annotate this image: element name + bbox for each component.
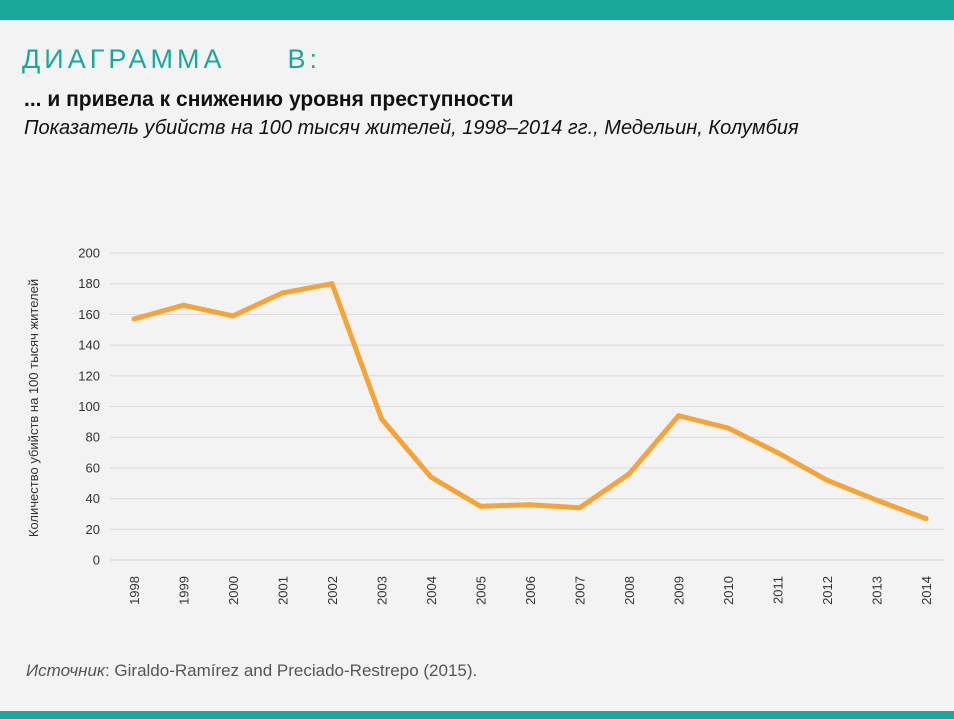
x-tick-label: 2011 [771,576,786,604]
x-tick-label: 2004 [424,576,439,605]
x-tick-label: 2009 [672,576,687,605]
data-point [577,505,582,511]
data-point [874,497,879,503]
chart-title: ... и привела к снижению уровня преступн… [24,88,514,111]
data-point [379,416,384,422]
series-line-0 [131,281,929,522]
data-point [775,450,780,456]
source-label: Источник [26,661,105,680]
gridlines [110,252,944,561]
x-tick-label: 2007 [573,576,588,605]
y-tick-label: 200 [78,246,100,261]
x-tick-label: 2006 [523,576,538,605]
x-tick-label: 2010 [721,576,736,605]
y-tick-label: 80 [86,430,100,445]
data-point [824,477,830,483]
data-point [428,474,434,480]
y-tick-label: 0 [93,553,100,568]
y-axis-label: Количество убийств на 100 тысяч жителей [26,279,41,537]
x-tick-label: 1998 [127,576,142,605]
top-accent-bar [0,0,954,20]
data-point [329,281,335,287]
diagram-label: ДИАГРАММА В: [22,44,322,74]
data-point [280,290,285,296]
x-tick-label: 2000 [226,576,241,605]
x-tick-label: 2005 [474,576,489,605]
data-point [626,471,632,477]
y-tick-label: 20 [86,522,100,537]
x-tick-label: 2001 [276,576,291,605]
data-point [923,516,929,522]
x-tick-label: 2002 [325,576,340,605]
x-tick-label: 2008 [622,576,637,605]
source-text: : Giraldo-Ramírez and Preciado-Restrepo … [104,661,478,680]
data-point [478,503,483,509]
x-tick-label: 2013 [870,576,885,605]
y-tick-label: 100 [78,399,100,414]
x-tick-label: 2003 [375,576,390,605]
y-tick-label: 120 [78,368,100,383]
source-note: Источник: Giraldo-Ramírez and Preciado-R… [26,661,477,681]
y-tick-label: 60 [86,460,100,475]
data-point [527,502,533,508]
data-point [725,425,731,431]
x-tick-labels: 1998 1999 2000 2001 2002 2003 2004 2005 2006 2007… [127,576,934,605]
x-tick-label: 2012 [820,576,835,605]
x-tick-label: 1999 [177,576,192,605]
data-point [131,316,137,322]
bottom-accent-bar [0,711,954,719]
series-group [131,281,929,522]
y-tick-label: 40 [86,491,100,506]
y-tick-labels: 0 20 40 60 80 100 120 140 160 180 200 [78,246,100,568]
y-tick-label: 140 [78,338,100,353]
data-point [676,413,681,419]
data-point [230,313,236,319]
chart-subtitle: Показатель убийств на 100 тысяч жителей,… [24,117,799,139]
y-tick-label: 180 [78,276,100,291]
x-tick-label: 2014 [919,576,934,605]
y-tick-label: 160 [78,307,100,322]
data-point [181,302,186,308]
